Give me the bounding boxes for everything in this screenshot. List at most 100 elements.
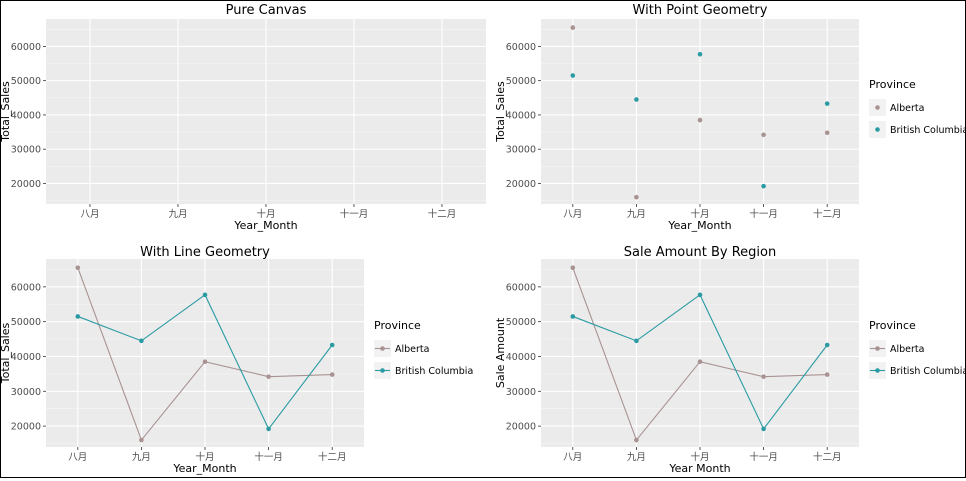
y-tick-label: 40000	[11, 110, 41, 121]
legend-item-label: British Columbia	[395, 366, 473, 377]
data-point	[329, 342, 335, 348]
y-tick-label: 20000	[11, 179, 41, 190]
chart-title: Pure Canvas	[226, 3, 307, 18]
data-point	[570, 73, 576, 78]
data-point	[824, 130, 830, 136]
y-tick-label: 20000	[11, 422, 41, 433]
data-point	[570, 314, 576, 319]
data-point	[634, 437, 639, 443]
y-tick-label: 50000	[11, 76, 41, 87]
x-axis-label: Year_Month	[233, 219, 297, 232]
data-point	[634, 194, 639, 200]
x-tick-label: 九月	[168, 208, 187, 220]
legend-item-label: British Columbia	[890, 366, 965, 377]
x-tick-label: 八月	[563, 452, 582, 463]
y-tick-label: 30000	[506, 387, 536, 398]
x-tick-label: 八月	[563, 209, 582, 220]
legend-title: Province	[374, 319, 421, 332]
y-tick-label: 30000	[11, 145, 41, 156]
x-tick-label: 九月	[132, 451, 151, 463]
y-tick-label: 40000	[506, 352, 536, 363]
x-tick-label: 十二月	[318, 451, 347, 463]
data-point	[266, 374, 271, 379]
x-tick-label: 十一月	[749, 451, 778, 463]
chart-title: With Point Geometry	[633, 3, 768, 18]
data-point	[697, 51, 703, 57]
legend-key-point	[380, 346, 385, 351]
y-tick-label: 50000	[11, 317, 41, 328]
y-tick-label: 40000	[11, 352, 41, 363]
x-tick-label: 十一月	[340, 208, 369, 220]
x-tick-label: 十二月	[813, 208, 842, 220]
y-tick-label: 30000	[11, 387, 41, 398]
legend-key-point	[875, 346, 880, 351]
data-point	[634, 97, 639, 102]
y-tick-label: 50000	[506, 76, 536, 87]
legend-key-point	[875, 105, 880, 110]
y-tick-label: 60000	[506, 42, 536, 53]
y-axis-label: Total_Sales	[494, 81, 507, 143]
data-point	[761, 183, 766, 189]
data-point	[329, 372, 335, 377]
x-tick-label: 十一月	[254, 451, 283, 463]
legend: Province Alberta British Columbia	[869, 319, 966, 379]
x-axis-label: Year_Month	[667, 219, 731, 232]
legend-title: Province	[869, 78, 916, 91]
data-point	[697, 117, 703, 123]
data-point	[697, 359, 703, 365]
x-axis-label: Year_Month	[172, 462, 236, 475]
x-tick-label: 十二月	[813, 451, 842, 463]
x-tick-label: 八月	[68, 452, 87, 463]
data-point	[824, 372, 830, 377]
x-tick-label: 十二月	[428, 208, 457, 220]
data-point	[202, 359, 208, 365]
y-axis-label: Sale Amount	[494, 317, 507, 388]
legend-title: Province	[869, 319, 916, 332]
x-tick-label: 十月	[690, 451, 709, 463]
y-tick-label: 60000	[11, 42, 41, 53]
legend-item-label: Alberta	[890, 103, 924, 114]
series-alberta	[570, 25, 830, 200]
legend-item-label: Alberta	[890, 344, 924, 355]
data-point	[75, 265, 81, 271]
x-tick-label: 十月	[690, 208, 709, 220]
y-axis-label: Total_Sales	[1, 322, 12, 384]
chart-panel-1: Pure Canvas 20000 30000 40000 50000 60000 八月 九月…	[0, 3, 486, 232]
legend-item-label: British Columbia	[890, 125, 965, 136]
x-tick-label: 十月	[256, 208, 275, 220]
data-point	[202, 292, 208, 298]
y-tick-label: 50000	[506, 317, 536, 328]
data-point	[824, 342, 830, 348]
series-british-columbia	[570, 292, 830, 432]
y-tick-label: 20000	[506, 422, 536, 433]
x-tick-label: 十月	[195, 451, 214, 463]
data-point	[761, 374, 766, 379]
y-tick-label: 20000	[506, 179, 536, 190]
data-point	[824, 101, 830, 106]
data-point	[634, 338, 639, 344]
data-point	[266, 426, 271, 432]
y-tick-label: 60000	[506, 282, 536, 293]
chart-panel-4: Sale Amount By Region 20000 30000 40000 5000…	[494, 245, 966, 475]
chart-title: With Line Geometry	[140, 245, 270, 260]
data-point	[139, 338, 144, 344]
data-point	[761, 426, 766, 432]
series-british-columbia	[570, 51, 830, 189]
data-point	[570, 25, 576, 30]
legend-item-label: Alberta	[395, 344, 429, 355]
y-tick-label: 40000	[506, 110, 536, 121]
x-tick-label: 九月	[627, 208, 646, 220]
x-axis-label: Year Month	[668, 462, 730, 475]
chart-title: Sale Amount By Region	[624, 245, 776, 260]
series-alberta	[75, 265, 335, 443]
legend-key-point	[875, 127, 880, 132]
x-tick-label: 八月	[80, 209, 99, 220]
data-point	[761, 132, 766, 138]
y-tick-label: 30000	[506, 145, 536, 156]
legend-key-point	[380, 368, 385, 373]
y-tick-label: 60000	[11, 282, 41, 293]
series-alberta	[570, 265, 830, 443]
data-point	[139, 437, 144, 443]
